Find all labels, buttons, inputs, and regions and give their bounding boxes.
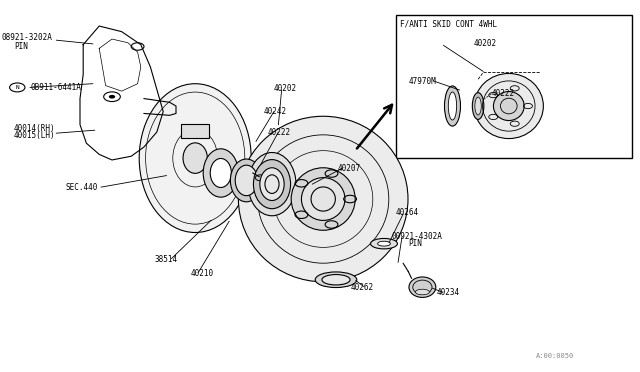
Text: 40264: 40264 bbox=[396, 208, 419, 217]
Text: 40242: 40242 bbox=[264, 107, 287, 116]
Ellipse shape bbox=[474, 74, 543, 139]
Text: A:00:0050: A:00:0050 bbox=[536, 353, 575, 359]
Text: PIN: PIN bbox=[408, 239, 422, 248]
Bar bbox=[181, 124, 209, 138]
Ellipse shape bbox=[409, 277, 436, 298]
Text: 40014(RH): 40014(RH) bbox=[14, 124, 56, 133]
Ellipse shape bbox=[238, 116, 408, 282]
Text: 40202: 40202 bbox=[274, 84, 297, 93]
Ellipse shape bbox=[204, 149, 238, 197]
Text: F/ANTI SKID CONT 4WHL: F/ANTI SKID CONT 4WHL bbox=[400, 20, 497, 29]
Ellipse shape bbox=[260, 168, 284, 201]
Ellipse shape bbox=[371, 238, 397, 249]
Circle shape bbox=[109, 95, 115, 99]
Ellipse shape bbox=[183, 143, 207, 173]
Ellipse shape bbox=[322, 275, 350, 285]
Text: 40015(LH): 40015(LH) bbox=[14, 131, 56, 140]
Text: 47970M: 47970M bbox=[408, 77, 436, 86]
Text: SEC.440: SEC.440 bbox=[65, 183, 98, 192]
Text: PIN: PIN bbox=[14, 42, 28, 51]
Ellipse shape bbox=[475, 97, 481, 115]
Text: 40210: 40210 bbox=[191, 269, 214, 278]
Ellipse shape bbox=[253, 160, 291, 209]
Ellipse shape bbox=[210, 158, 232, 187]
Text: N: N bbox=[15, 85, 19, 90]
Ellipse shape bbox=[472, 93, 484, 119]
Ellipse shape bbox=[445, 86, 461, 126]
Text: 40202: 40202 bbox=[474, 39, 497, 48]
Ellipse shape bbox=[248, 153, 296, 216]
Ellipse shape bbox=[291, 168, 355, 230]
Text: 40234: 40234 bbox=[436, 288, 460, 297]
Text: 40222: 40222 bbox=[492, 89, 515, 98]
Text: 40262: 40262 bbox=[351, 283, 374, 292]
Ellipse shape bbox=[230, 159, 262, 202]
Ellipse shape bbox=[378, 241, 390, 246]
Bar bbox=[396, 15, 632, 158]
Text: 08921-3202A: 08921-3202A bbox=[1, 33, 52, 42]
Ellipse shape bbox=[415, 289, 429, 295]
Ellipse shape bbox=[493, 92, 524, 121]
Ellipse shape bbox=[236, 165, 258, 196]
Text: 40207: 40207 bbox=[338, 164, 361, 173]
Ellipse shape bbox=[315, 272, 357, 288]
Ellipse shape bbox=[301, 178, 345, 220]
Ellipse shape bbox=[140, 84, 252, 232]
Text: 00921-4302A: 00921-4302A bbox=[392, 232, 442, 241]
Text: 40222: 40222 bbox=[268, 128, 291, 137]
Text: 0B911-6441A: 0B911-6441A bbox=[30, 83, 81, 92]
Text: 38514: 38514 bbox=[155, 255, 178, 264]
Ellipse shape bbox=[448, 92, 457, 120]
